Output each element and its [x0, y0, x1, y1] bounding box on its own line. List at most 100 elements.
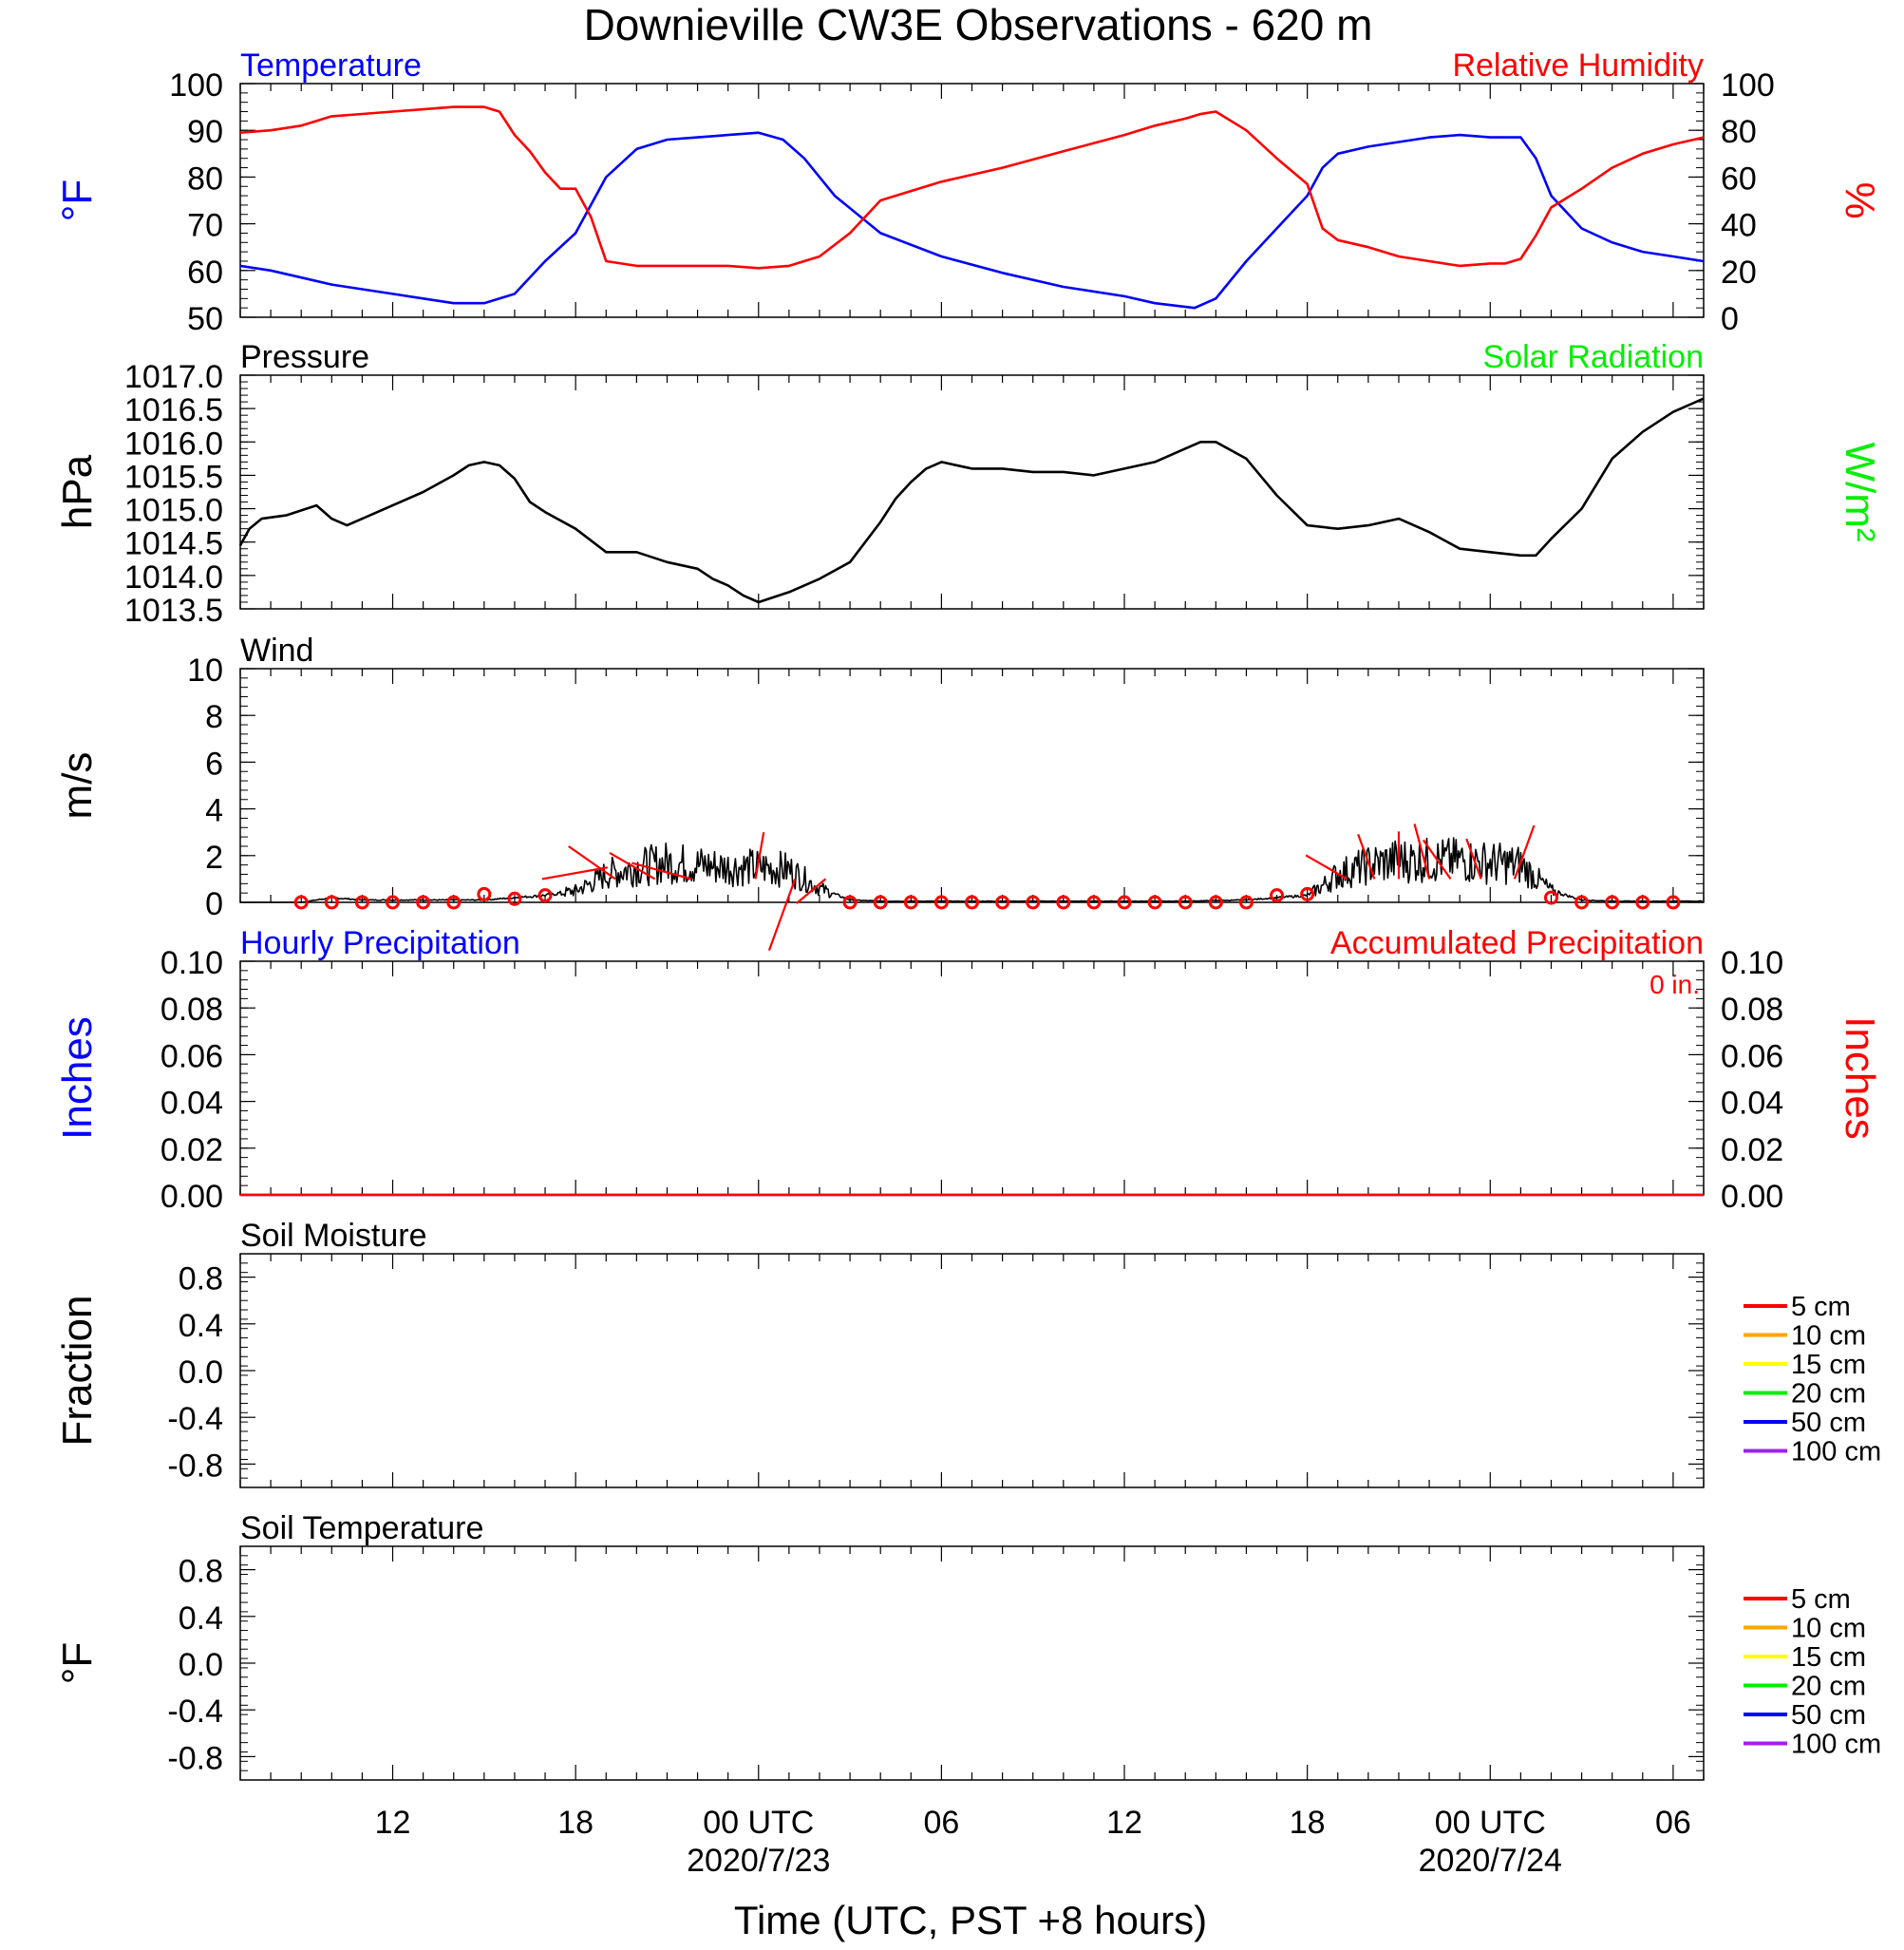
calm-wind-marker	[1208, 895, 1223, 910]
y-right-tick-label: 0.08	[1721, 992, 1783, 1028]
y-axis-label-left: °F	[54, 1642, 101, 1684]
x-tick-label: 00 UTC	[703, 1805, 814, 1841]
y-left-tick-label: 1015.5	[124, 459, 223, 495]
legend-label: 15 cm	[1791, 1350, 1866, 1380]
y-left-tick-label: 1013.5	[124, 593, 223, 629]
calm-wind-marker	[1056, 895, 1071, 910]
calm-wind-marker	[446, 895, 462, 910]
y-axis-label-right: W/m²	[1837, 442, 1883, 541]
y-left-tick-label: 1016.0	[124, 426, 223, 462]
y-right-tick-label: 80	[1721, 114, 1757, 150]
x-tick-label: 18	[1290, 1805, 1326, 1841]
y-left-tick-label: 0.0	[179, 1354, 223, 1391]
y-left-tick-label: -0.4	[167, 1401, 223, 1437]
legend-label: 10 cm	[1791, 1321, 1866, 1352]
y-left-tick-label: 0.00	[160, 1179, 223, 1215]
y-left-tick-label: 1014.5	[124, 526, 223, 562]
calm-wind-marker	[1635, 895, 1650, 910]
y-right-tick-label: 0.02	[1721, 1132, 1783, 1168]
x-tick-label: 06	[923, 1805, 959, 1841]
wind-barb	[1465, 838, 1482, 880]
wind-barb	[796, 878, 827, 904]
wind-barb	[1422, 839, 1452, 880]
y-left-tick-label: 50	[187, 301, 223, 337]
y-axis-label-right: %	[1837, 181, 1883, 218]
y-left-tick-label: 0.02	[160, 1132, 223, 1168]
calm-wind-marker	[386, 895, 401, 910]
y-axis-label-left: m/s	[54, 752, 101, 820]
calm-wind-marker	[293, 895, 309, 910]
accumulated-total-label: 0 in.	[1650, 970, 1700, 999]
y-right-tick-label: 0	[1721, 301, 1739, 337]
calm-wind-marker	[1117, 895, 1132, 910]
y-left-tick-label: -0.8	[167, 1448, 223, 1484]
y-left-tick-label: 60	[187, 255, 223, 291]
panel-frame	[239, 960, 1705, 1196]
y-left-tick-label: 100	[169, 67, 223, 104]
panel-title-left: Pressure	[240, 339, 369, 375]
y-right-tick-label: 100	[1721, 67, 1775, 104]
x-tick-label: 06	[1655, 1805, 1691, 1841]
y-right-tick-label: 40	[1721, 208, 1757, 244]
calm-wind-marker	[933, 895, 949, 910]
y-left-tick-label: 1016.5	[124, 392, 223, 428]
calm-wind-marker	[1238, 895, 1254, 910]
panel-frame	[239, 374, 1705, 610]
calm-wind-marker	[507, 891, 522, 906]
calm-wind-marker	[1147, 895, 1162, 910]
legend-label: 50 cm	[1791, 1700, 1866, 1731]
wind-barb	[568, 845, 616, 880]
y-left-tick-label: 0.8	[179, 1261, 223, 1297]
panel-frame	[239, 1253, 1705, 1488]
calm-wind-marker	[842, 895, 858, 910]
x-tick-label: 12	[375, 1805, 411, 1841]
y-left-tick-label: 8	[205, 699, 223, 735]
legend-label: 20 cm	[1791, 1379, 1866, 1410]
calm-wind-marker	[1605, 895, 1620, 910]
panel-title-right: Relative Humidity	[1452, 47, 1704, 84]
x-tick-date: 2020/7/24	[1419, 1843, 1562, 1879]
x-tick-label: 18	[557, 1805, 594, 1841]
legend-label: 5 cm	[1791, 1292, 1851, 1322]
panel-title-left: Soil Temperature	[240, 1510, 483, 1546]
y-left-tick-label: 0.08	[160, 992, 223, 1028]
panel-precipitation: 0.00 0.02 0.04 0.06 0.08 0.10 0.00 0.02 0.04 0.06…	[54, 925, 1883, 1215]
wind-barb	[754, 831, 765, 880]
calm-wind-marker	[1026, 895, 1041, 910]
wind-barb	[632, 861, 692, 880]
x-tick-label: 00 UTC	[1435, 1805, 1546, 1841]
y-left-tick-label: 0.8	[179, 1554, 223, 1590]
legend-label: 50 cm	[1791, 1408, 1866, 1438]
calm-wind-marker	[1574, 895, 1590, 910]
calm-wind-marker	[1300, 886, 1315, 901]
y-axis-label-left: Inches	[54, 1016, 101, 1140]
calm-wind-marker	[1178, 895, 1193, 910]
y-axis-label-left: °F	[54, 180, 101, 221]
y-left-tick-label: 6	[205, 746, 223, 782]
y-left-tick-label: 90	[187, 114, 223, 150]
calm-wind-marker	[873, 895, 888, 910]
panel-frame	[239, 668, 1705, 903]
wind-barb	[1305, 854, 1348, 880]
y-right-tick-label: 0.04	[1721, 1086, 1783, 1122]
y-left-tick-label: 0.4	[179, 1308, 223, 1344]
legend-label: 100 cm	[1791, 1730, 1881, 1760]
calm-wind-marker	[965, 895, 979, 910]
y-left-tick-label: 1014.0	[124, 559, 223, 596]
humidity-line	[239, 105, 1705, 270]
calm-wind-marker	[354, 895, 369, 910]
figure-title: Downieville CW3E Observations - 620 m	[584, 0, 1373, 49]
panel-title-left: Hourly Precipitation	[240, 925, 520, 961]
y-left-tick-label: 10	[187, 653, 223, 689]
y-axis-label-left: Fraction	[54, 1296, 101, 1447]
y-left-tick-label: 0.06	[160, 1038, 223, 1074]
calm-wind-marker	[477, 886, 492, 901]
y-right-tick-label: 60	[1721, 161, 1757, 197]
wind-barb	[767, 879, 797, 951]
y-left-tick-label: 80	[187, 161, 223, 197]
panel-wind: 0 2 4 6 8 10 Wind m/s	[54, 633, 1705, 951]
